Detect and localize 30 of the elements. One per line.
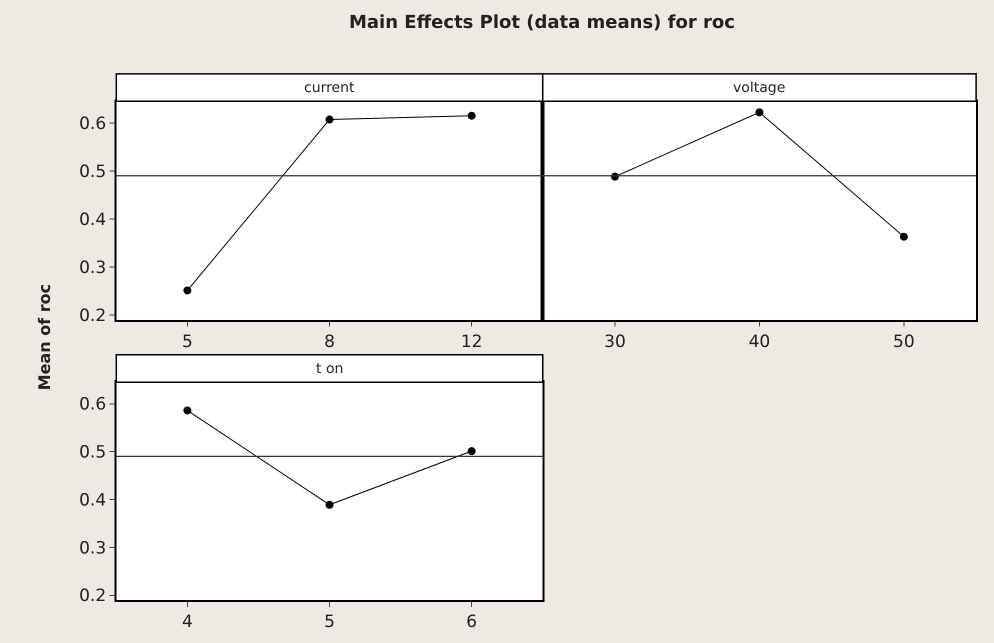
point: [468, 447, 476, 456]
y-tick-label: 0.5: [79, 442, 106, 463]
point: [183, 286, 192, 294]
x-tick-label: 6: [466, 612, 478, 632]
x-tick-label: 30: [604, 332, 626, 352]
x-tick-label: 4: [182, 612, 193, 632]
x-tick-label: 40: [748, 332, 770, 352]
x-tick-label: 5: [182, 332, 193, 352]
y-tick-label: 0.5: [79, 162, 106, 182]
x-axis-title: current: [304, 80, 356, 96]
y-tick-label: 0.6: [79, 114, 106, 134]
y-tick-label: 0.3: [79, 258, 106, 278]
y-axis-title: Mean of roc: [35, 284, 54, 390]
x-tick-label: 50: [893, 332, 915, 352]
x-tick-label: 8: [324, 332, 335, 352]
y-tick-label: 0.4: [79, 490, 106, 510]
point: [326, 116, 334, 124]
y-tick-label: 0.2: [79, 586, 106, 606]
point: [326, 500, 334, 509]
point: [468, 112, 476, 120]
y-tick-label: 0.4: [79, 210, 106, 230]
chart-title: Main Effects Plot (data means) for roc: [349, 12, 735, 33]
x-tick-label: 12: [460, 332, 482, 352]
y-tick-label: 0.3: [79, 538, 106, 558]
y-tick-label: 0.2: [79, 306, 106, 326]
point: [183, 406, 192, 414]
x-axis-title: t on: [316, 361, 344, 377]
x-axis-title: voltage: [733, 80, 786, 96]
x-tick-label: 5: [324, 612, 335, 632]
y-tick-label: 0.6: [79, 394, 106, 415]
